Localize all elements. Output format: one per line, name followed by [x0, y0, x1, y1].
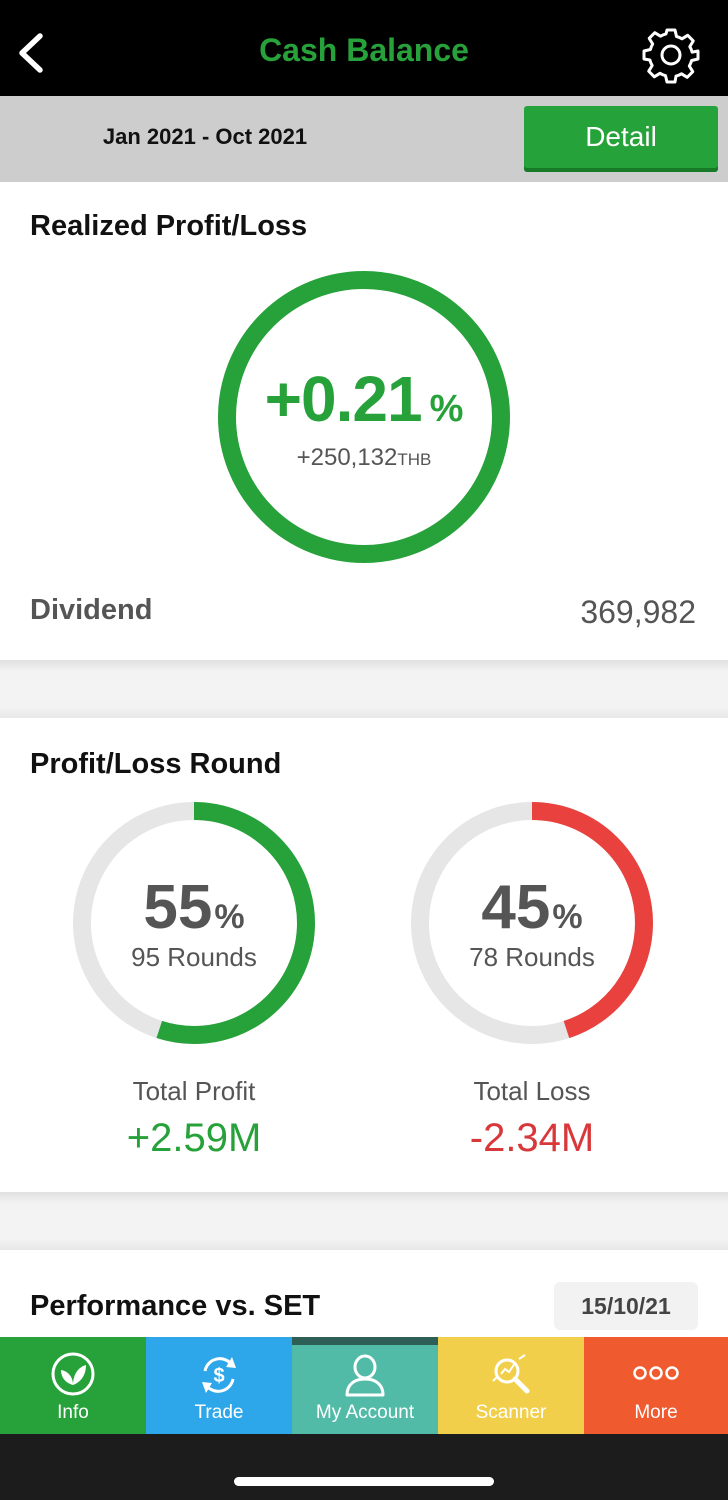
- section-divider: [0, 1192, 728, 1250]
- detail-button[interactable]: Detail: [524, 106, 718, 168]
- loss-donut: [411, 802, 653, 1044]
- profit-donut: [73, 802, 315, 1044]
- app-header: Cash Balance: [0, 0, 728, 96]
- active-indicator: [292, 1337, 438, 1345]
- nav-item-trade[interactable]: $ Trade: [146, 1337, 292, 1434]
- user-icon: [345, 1354, 385, 1397]
- nav-item-info[interactable]: Info: [0, 1337, 146, 1434]
- more-dots-icon: [633, 1366, 679, 1380]
- nav-label-scanner: Scanner: [475, 1402, 547, 1423]
- profit-arc: [73, 802, 315, 1044]
- nav-label-more: More: [634, 1402, 678, 1423]
- realized-amount-wrap: +250,132THB: [217, 444, 511, 472]
- profit-rounds: 95 Rounds: [131, 942, 257, 972]
- dollar-refresh-icon: $: [202, 1357, 236, 1393]
- back-button[interactable]: [10, 20, 60, 84]
- gear-icon: [642, 28, 700, 84]
- home-indicator-area: [0, 1434, 728, 1500]
- rounds-title: Profit/Loss Round: [30, 748, 282, 780]
- realized-percent-wrap: +0.21%: [217, 362, 511, 436]
- dividend-value: 369,982: [580, 594, 696, 630]
- home-indicator[interactable]: [234, 1477, 494, 1486]
- performance-card: Performance vs. SET 15/10/21: [0, 1250, 728, 1337]
- nav-item-more[interactable]: More: [584, 1337, 728, 1434]
- bottom-nav: Info $ Trade My Account Scanner: [0, 1337, 728, 1434]
- total-profit-label: Total Profit: [132, 1076, 256, 1106]
- magnifier-chart-icon: [492, 1354, 530, 1394]
- profit-percent: 55: [143, 873, 213, 942]
- total-profit-value: +2.59M: [126, 1116, 262, 1160]
- loss-percent-wrap: 45%: [409, 872, 655, 943]
- realized-title: Realized Profit/Loss: [30, 210, 308, 242]
- nav-item-scanner[interactable]: Scanner: [438, 1337, 584, 1434]
- total-loss-value: -2.34M: [469, 1116, 595, 1160]
- performance-date[interactable]: 15/10/21: [554, 1282, 698, 1330]
- total-loss-label: Total Loss: [473, 1076, 591, 1106]
- period-range: Jan 2021 - Oct 2021: [102, 124, 308, 149]
- realized-ring: [218, 271, 510, 563]
- loss-percent-unit: %: [552, 898, 583, 936]
- dividend-label: Dividend: [30, 594, 153, 626]
- svg-text:$: $: [213, 1365, 224, 1387]
- realized-amount: +250,132: [296, 444, 398, 471]
- loss-arc: [411, 802, 653, 1044]
- nav-item-my-account[interactable]: My Account: [292, 1337, 438, 1434]
- profit-percent-wrap: 55%: [71, 872, 317, 943]
- section-divider: [0, 660, 728, 718]
- nav-label-info: Info: [57, 1402, 89, 1423]
- leaf-icon: [51, 1352, 95, 1396]
- chevron-left-icon: [19, 33, 43, 73]
- realized-card: Realized Profit/Loss +0.21% +250,132THB …: [0, 182, 728, 660]
- performance-title: Performance vs. SET: [30, 1290, 321, 1322]
- realized-percent-unit: %: [429, 388, 464, 430]
- realized-percent: +0.21: [264, 363, 423, 435]
- realized-currency: THB: [397, 450, 432, 469]
- page-title: Cash Balance: [259, 32, 469, 68]
- rounds-card: Profit/Loss Round 55% 95 Rounds Total Pr…: [0, 718, 728, 1192]
- nav-label-trade: Trade: [194, 1402, 244, 1423]
- period-bar: Jan 2021 - Oct 2021 Detail: [0, 96, 728, 182]
- settings-button[interactable]: [640, 24, 702, 86]
- loss-percent: 45: [481, 873, 551, 942]
- nav-label-my-account: My Account: [315, 1402, 415, 1423]
- profit-percent-unit: %: [214, 898, 245, 936]
- loss-rounds: 78 Rounds: [469, 942, 595, 972]
